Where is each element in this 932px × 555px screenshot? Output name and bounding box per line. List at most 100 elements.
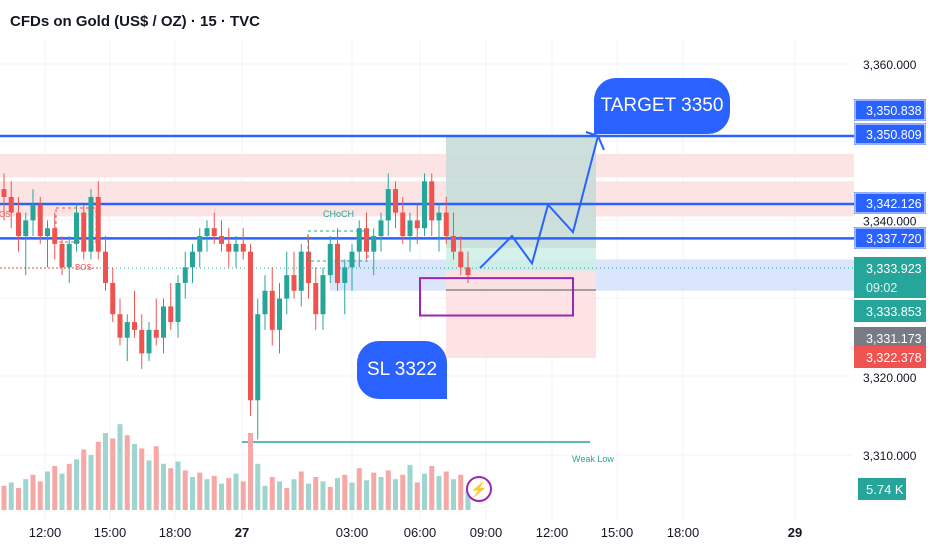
price-label-box — [854, 123, 926, 145]
x-axis-tick-label: 03:00 — [336, 525, 369, 540]
loss-zone — [446, 270, 596, 359]
volume-bar — [298, 471, 304, 510]
candle-body — [240, 243, 246, 252]
volume-bar — [342, 474, 348, 510]
volume-bar — [407, 464, 413, 510]
bos-label: BOS — [75, 263, 92, 272]
volume-bar — [52, 466, 58, 510]
price-label-text: 3,337.720 — [866, 232, 922, 246]
volume-bar — [443, 471, 449, 510]
candle-body — [255, 314, 261, 401]
x-axis-tick-label: 18:00 — [667, 525, 700, 540]
volume-bar — [306, 483, 311, 510]
volume-bar — [400, 474, 406, 510]
candle-body — [349, 251, 355, 268]
price-label-text: 3,333.853 — [866, 305, 922, 319]
price-label-text: 3,350.838 — [866, 104, 922, 118]
volume-bar — [139, 448, 145, 510]
price-label-box — [854, 227, 926, 249]
price-label-text: 3,333.923 — [866, 262, 922, 276]
candle-body — [74, 212, 79, 244]
candle-body — [52, 228, 58, 244]
volume-bar — [414, 482, 420, 510]
volume-bar — [335, 478, 340, 510]
volume-bar — [161, 463, 166, 510]
volume-bar — [284, 488, 290, 510]
volume-bar — [458, 474, 464, 510]
candle-body — [371, 236, 377, 252]
candle-body — [161, 306, 166, 338]
volume-bar — [190, 477, 195, 510]
supply-zone — [0, 153, 854, 178]
candle-body — [458, 251, 464, 268]
candle-body — [262, 290, 268, 315]
x-axis-tick-label: 06:00 — [404, 525, 437, 540]
candle-body — [182, 267, 188, 283]
x-axis-tick-label: 12:00 — [29, 525, 62, 540]
candle-body — [175, 282, 181, 323]
chart-title: CFDs on Gold (US$ / OZ) · 15 · TVC — [10, 13, 261, 30]
candle-body — [219, 236, 224, 244]
candle-body — [342, 267, 348, 283]
volume-bar — [277, 481, 282, 510]
price-label-text: 3,331.173 — [866, 332, 922, 346]
volume-bar — [378, 477, 384, 510]
volume-bar — [124, 435, 130, 510]
candle-body — [197, 236, 203, 252]
volume-bar — [59, 473, 65, 510]
candle-body — [226, 243, 232, 252]
volume-bar — [219, 483, 224, 510]
projection-arrowhead — [585, 131, 605, 151]
candle-body — [204, 228, 210, 237]
y-axis-tick-label: 3,320.000 — [863, 371, 917, 385]
candle-body — [269, 290, 275, 330]
y-axis-tick-label: 3,360.000 — [863, 58, 917, 72]
x-axis-tick-label: 15:00 — [94, 525, 127, 540]
target-bubble: TARGET 3350 — [594, 78, 730, 134]
volume-bar — [422, 473, 427, 510]
candle-body — [59, 243, 65, 268]
candle-body — [407, 220, 413, 237]
candle-body — [117, 314, 123, 338]
candle-body — [88, 196, 94, 252]
candle-body — [393, 189, 398, 213]
candle-body — [23, 220, 29, 237]
x-axis-tick-label: 09:00 — [470, 525, 503, 540]
volume-label-box — [858, 478, 906, 500]
choch-label: CHoCH — [323, 209, 354, 219]
candle-body — [306, 251, 311, 283]
candle-body — [81, 212, 87, 252]
price-label-text: 09:02 — [866, 281, 897, 295]
x-axis-tick-label: 27 — [235, 525, 249, 540]
candle-body — [436, 212, 442, 221]
x-axis-tick-label: 15:00 — [601, 525, 634, 540]
volume-bar — [393, 479, 398, 510]
candle-body — [248, 251, 253, 401]
y-axis-tick-label: 3,340.000 — [863, 214, 917, 228]
volume-bar — [45, 471, 50, 510]
lightning-bolt-icon[interactable]: ⚡ — [466, 476, 492, 502]
candle-body — [190, 251, 195, 268]
candle-body — [8, 196, 14, 213]
candle-body — [422, 181, 427, 229]
bos-box — [55, 207, 97, 243]
volume-bar — [117, 424, 123, 510]
x-axis-tick-label: 12:00 — [536, 525, 569, 540]
candle-body — [385, 189, 391, 221]
volume-bar — [385, 470, 391, 510]
candle-body — [30, 204, 36, 221]
candle-body — [37, 204, 43, 237]
candle-body — [414, 220, 420, 229]
weak-low-label: Weak Low — [572, 454, 614, 464]
volume-bar — [95, 441, 101, 510]
volume-bar — [269, 477, 275, 510]
candle-body — [451, 236, 456, 252]
price-label-text: 3,322.378 — [866, 351, 922, 365]
candle-body — [320, 275, 326, 315]
volume-bar — [429, 466, 435, 510]
candle-body — [153, 329, 159, 338]
volume-bar — [88, 455, 94, 510]
candle-body — [110, 282, 116, 315]
